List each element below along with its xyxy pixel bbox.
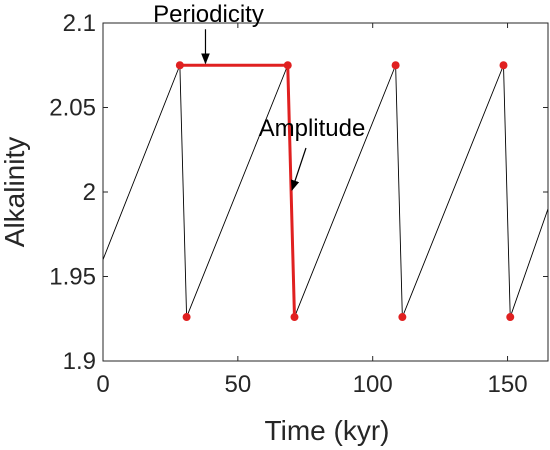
y-tick-label: 2.1 xyxy=(63,10,96,37)
periodicity-annotation: Periodicity xyxy=(153,1,264,28)
x-tick-label: 150 xyxy=(488,371,528,398)
y-tick-label: 2.05 xyxy=(49,95,96,122)
y-tick-label: 1.9 xyxy=(63,348,96,375)
y-tick-label: 1.95 xyxy=(49,264,96,291)
axes: 0 50 100 150 1.9 1.95 2 2.05 2.1 xyxy=(49,10,549,398)
x-tick-label: 100 xyxy=(353,371,393,398)
annotation-layer: Periodicity Amplitude xyxy=(153,1,366,192)
data-point-marker xyxy=(506,313,515,322)
data-point-marker xyxy=(175,61,184,70)
data-point-marker xyxy=(391,61,400,70)
marker-layer xyxy=(175,61,515,322)
data-point-marker xyxy=(398,313,407,322)
plot-area-frame xyxy=(102,22,549,362)
y-tick-label: 2 xyxy=(83,179,96,206)
data-point-marker xyxy=(290,313,299,322)
series-line xyxy=(103,65,548,318)
y-axis-label: Alkalinity xyxy=(0,137,30,247)
x-tick-label: 50 xyxy=(224,371,251,398)
amplitude-annotation: Amplitude xyxy=(259,115,366,142)
x-tick-label: 0 xyxy=(96,371,109,398)
data-point-marker xyxy=(182,313,191,322)
series-layer xyxy=(103,65,548,318)
data-point-marker xyxy=(499,61,508,70)
amplitude-arrow xyxy=(290,147,307,192)
x-axis-label: Time (kyr) xyxy=(265,415,390,446)
data-point-marker xyxy=(283,61,292,70)
